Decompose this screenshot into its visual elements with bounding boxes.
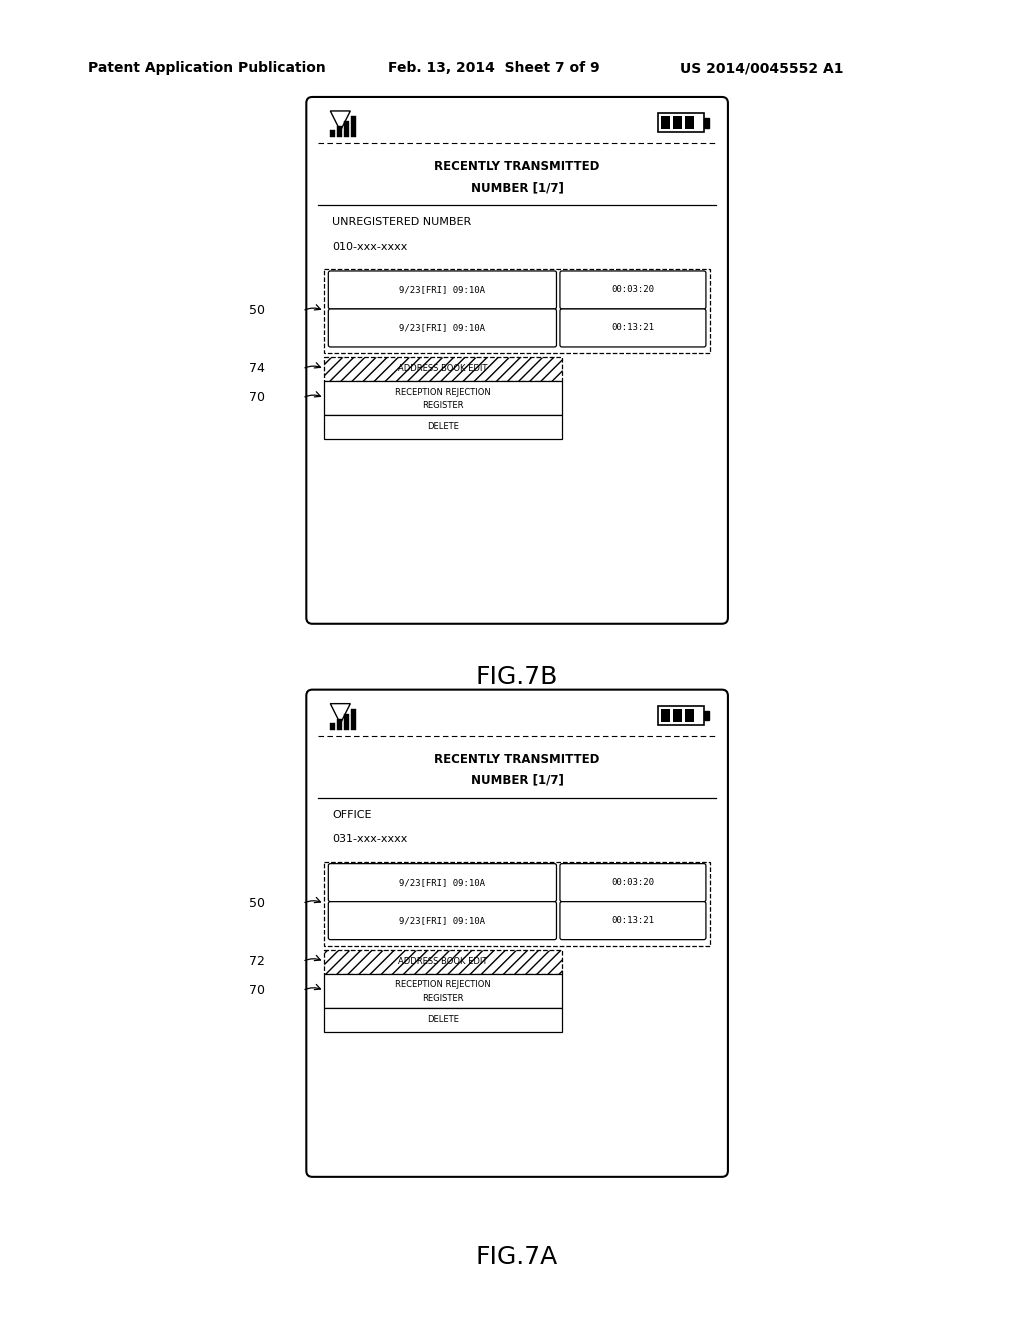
Text: UNREGISTERED NUMBER: UNREGISTERED NUMBER [333,218,472,227]
Text: FIG.7B: FIG.7B [476,665,558,689]
Bar [685,116,694,129]
Text: 9/23[FRI] 09:10A: 9/23[FRI] 09:10A [399,323,485,333]
FancyBboxPatch shape [560,863,706,902]
Text: 50: 50 [249,305,265,318]
FancyBboxPatch shape [560,309,706,347]
Text: 00:13:21: 00:13:21 [611,916,654,925]
Bar [703,119,709,128]
Text: DELETE: DELETE [427,422,459,432]
Text: 50: 50 [249,898,265,911]
Text: 010-xxx-xxxx: 010-xxx-xxxx [333,242,408,252]
Bar [337,125,342,137]
FancyBboxPatch shape [560,271,706,309]
Bar [703,711,709,721]
FancyBboxPatch shape [306,96,728,624]
Bar [351,709,356,730]
Bar [331,722,335,730]
Bar [673,116,682,129]
Bar [658,114,703,132]
FancyBboxPatch shape [325,269,710,352]
Bar [351,116,356,137]
Text: RECENTLY TRANSMITTED: RECENTLY TRANSMITTED [434,752,600,766]
Text: ADDRESS BOOK EDIT: ADDRESS BOOK EDIT [398,364,487,374]
Text: Feb. 13, 2014  Sheet 7 of 9: Feb. 13, 2014 Sheet 7 of 9 [388,61,600,75]
Text: US 2014/0045552 A1: US 2014/0045552 A1 [680,61,844,75]
FancyBboxPatch shape [560,902,706,940]
Text: 70: 70 [249,985,265,997]
Text: RECEPTION REJECTION: RECEPTION REJECTION [395,388,490,397]
Text: RECENTLY TRANSMITTED: RECENTLY TRANSMITTED [434,160,600,173]
Bar [658,706,703,725]
Text: RECEPTION REJECTION: RECEPTION REJECTION [395,981,490,990]
Bar [660,116,670,129]
Text: ADDRESS BOOK EDIT: ADDRESS BOOK EDIT [398,957,487,966]
FancyBboxPatch shape [325,862,710,945]
Text: REGISTER: REGISTER [422,401,464,411]
Bar [685,709,694,722]
Text: 00:03:20: 00:03:20 [611,285,654,294]
Text: DELETE: DELETE [427,1015,459,1024]
Bar [660,709,670,722]
Text: REGISTER: REGISTER [422,994,464,1003]
FancyBboxPatch shape [329,863,556,902]
Text: 9/23[FRI] 09:10A: 9/23[FRI] 09:10A [399,916,485,925]
Text: Patent Application Publication: Patent Application Publication [88,61,326,75]
Text: 74: 74 [250,363,265,375]
FancyBboxPatch shape [329,271,556,309]
Text: 00:03:20: 00:03:20 [611,878,654,887]
Text: 9/23[FRI] 09:10A: 9/23[FRI] 09:10A [399,285,485,294]
Bar [344,121,349,137]
Text: NUMBER [1/7]: NUMBER [1/7] [471,774,563,787]
Text: 72: 72 [250,956,265,968]
Text: NUMBER [1/7]: NUMBER [1/7] [471,181,563,194]
FancyBboxPatch shape [325,414,562,440]
FancyBboxPatch shape [329,902,556,940]
Bar [673,709,682,722]
Text: 70: 70 [249,392,265,404]
FancyBboxPatch shape [325,974,562,1007]
FancyBboxPatch shape [325,381,562,414]
Text: 00:13:21: 00:13:21 [611,323,654,333]
Text: OFFICE: OFFICE [333,810,372,820]
Bar [344,714,349,730]
Text: 9/23[FRI] 09:10A: 9/23[FRI] 09:10A [399,878,485,887]
Bar [331,129,335,137]
Text: FIG.7A: FIG.7A [476,1245,558,1269]
FancyBboxPatch shape [306,689,728,1177]
Text: 031-xxx-xxxx: 031-xxx-xxxx [333,834,408,845]
FancyBboxPatch shape [325,1007,562,1032]
Bar [337,718,342,730]
FancyBboxPatch shape [329,309,556,347]
